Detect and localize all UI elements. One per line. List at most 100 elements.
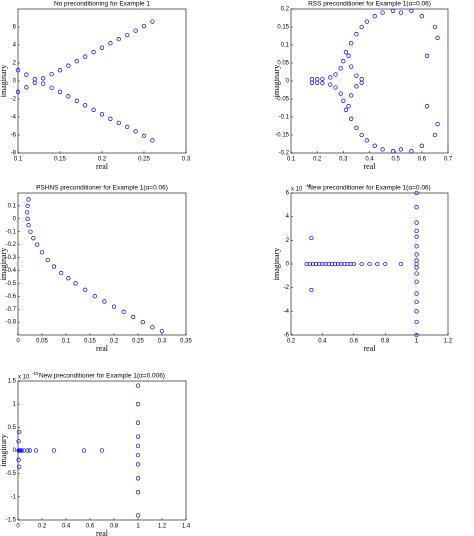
y-tick-label: 0.05	[277, 61, 289, 67]
data-point	[328, 75, 333, 80]
y-tick-label: -4	[284, 309, 290, 315]
x-tick-label: 0.15	[84, 339, 96, 345]
data-point	[108, 41, 113, 46]
data-point	[16, 457, 21, 462]
y-multiplier: x 10	[18, 375, 30, 381]
x-tick-label: 0.2	[313, 157, 322, 163]
y-tick-label: -8	[11, 151, 17, 157]
y-tick-label: -0.2	[6, 242, 17, 248]
data-point	[135, 383, 141, 388]
data-point	[343, 107, 349, 112]
data-point	[414, 205, 419, 210]
data-point	[419, 14, 424, 19]
y-tick-label: 6	[13, 25, 17, 31]
data-point	[342, 261, 347, 267]
x-tick-label: 0.3	[339, 157, 348, 163]
data-point	[339, 261, 344, 267]
data-point	[150, 19, 155, 24]
data-point	[414, 228, 419, 234]
data-point	[419, 143, 424, 148]
y-tick-label: 4	[13, 43, 17, 49]
data-point	[24, 72, 29, 77]
data-point	[341, 98, 346, 103]
data-point	[51, 448, 57, 453]
data-point	[81, 448, 87, 453]
x-tick-label: 0.4	[318, 339, 327, 345]
subplot: New preconditioner for Example 1(α=0.006…	[0, 371, 191, 536]
x-tick-label: 0.1	[287, 157, 296, 163]
x-tick-label: 0.8	[381, 339, 390, 345]
data-point	[414, 244, 419, 249]
x-tick-label: 0.5	[391, 157, 400, 163]
data-point	[135, 462, 141, 467]
data-point	[349, 41, 354, 46]
x-tick-label: 0.1	[14, 157, 23, 163]
data-point	[116, 37, 121, 42]
data-point	[99, 112, 105, 117]
y-multiplier-exponent: -15	[305, 183, 312, 188]
x-tick-label: 0	[16, 524, 20, 530]
y-tick-label: -0.1	[279, 115, 290, 121]
data-point	[359, 261, 364, 267]
data-point	[140, 319, 145, 325]
y-tick-label: 0.15	[277, 25, 289, 31]
data-point	[24, 210, 30, 215]
data-point	[332, 261, 338, 267]
data-point	[320, 81, 325, 86]
data-point	[307, 261, 312, 267]
data-point	[354, 32, 359, 37]
data-point	[83, 287, 88, 292]
data-point	[108, 116, 113, 121]
data-point	[26, 197, 31, 202]
y-tick-label: -0.8	[6, 320, 17, 326]
data-point	[125, 32, 130, 38]
data-point	[383, 261, 388, 267]
data-point	[91, 107, 96, 112]
data-point	[125, 124, 130, 130]
data-point	[329, 261, 334, 267]
x-tick-label: 0.3	[182, 157, 191, 163]
data-point	[135, 513, 141, 518]
x-tick-label: 0	[16, 339, 20, 345]
subplot: New preconditioner for Example 1(α=0.06)…	[272, 183, 453, 353]
data-point	[135, 434, 141, 439]
data-point	[335, 261, 341, 267]
y-axis-label: imaginary	[272, 65, 281, 97]
y-axis-label: imaginary	[272, 248, 281, 280]
data-point	[17, 464, 22, 469]
data-point	[354, 125, 359, 130]
y-tick-label: -0.5	[6, 281, 17, 287]
x-tick-label: 0.3	[158, 339, 167, 345]
data-point	[150, 325, 155, 330]
y-tick-label: 0	[13, 79, 17, 85]
x-axis-label: real	[96, 162, 109, 171]
x-tick-label: 0.7	[444, 157, 453, 163]
x-tick-label: 0.2	[38, 524, 47, 530]
y-tick-label: -0.15	[275, 133, 289, 139]
x-tick-label: 1	[415, 339, 419, 345]
data-point	[99, 45, 105, 50]
chart-title: New preconditioner for Example 1(α=0.06)	[308, 185, 430, 192]
data-point	[364, 19, 370, 24]
plot-area	[17, 192, 187, 336]
data-point	[150, 138, 155, 143]
data-point	[351, 261, 356, 267]
x-axis-label: real	[364, 162, 377, 171]
data-point	[141, 133, 147, 139]
data-point	[33, 448, 39, 453]
data-point	[59, 270, 64, 276]
x-tick-label: 0.2	[287, 339, 296, 345]
y-tick-label: -0.7	[6, 307, 17, 313]
data-point	[414, 265, 419, 270]
x-tick-label: 0.15	[54, 157, 66, 163]
data-point	[390, 8, 396, 13]
data-point	[414, 299, 419, 305]
data-point	[83, 54, 88, 59]
data-point	[424, 53, 430, 58]
data-point	[24, 85, 29, 90]
data-point	[346, 53, 351, 58]
data-point	[49, 72, 54, 77]
data-point	[304, 261, 309, 267]
data-point	[19, 448, 24, 453]
data-point	[66, 94, 71, 99]
